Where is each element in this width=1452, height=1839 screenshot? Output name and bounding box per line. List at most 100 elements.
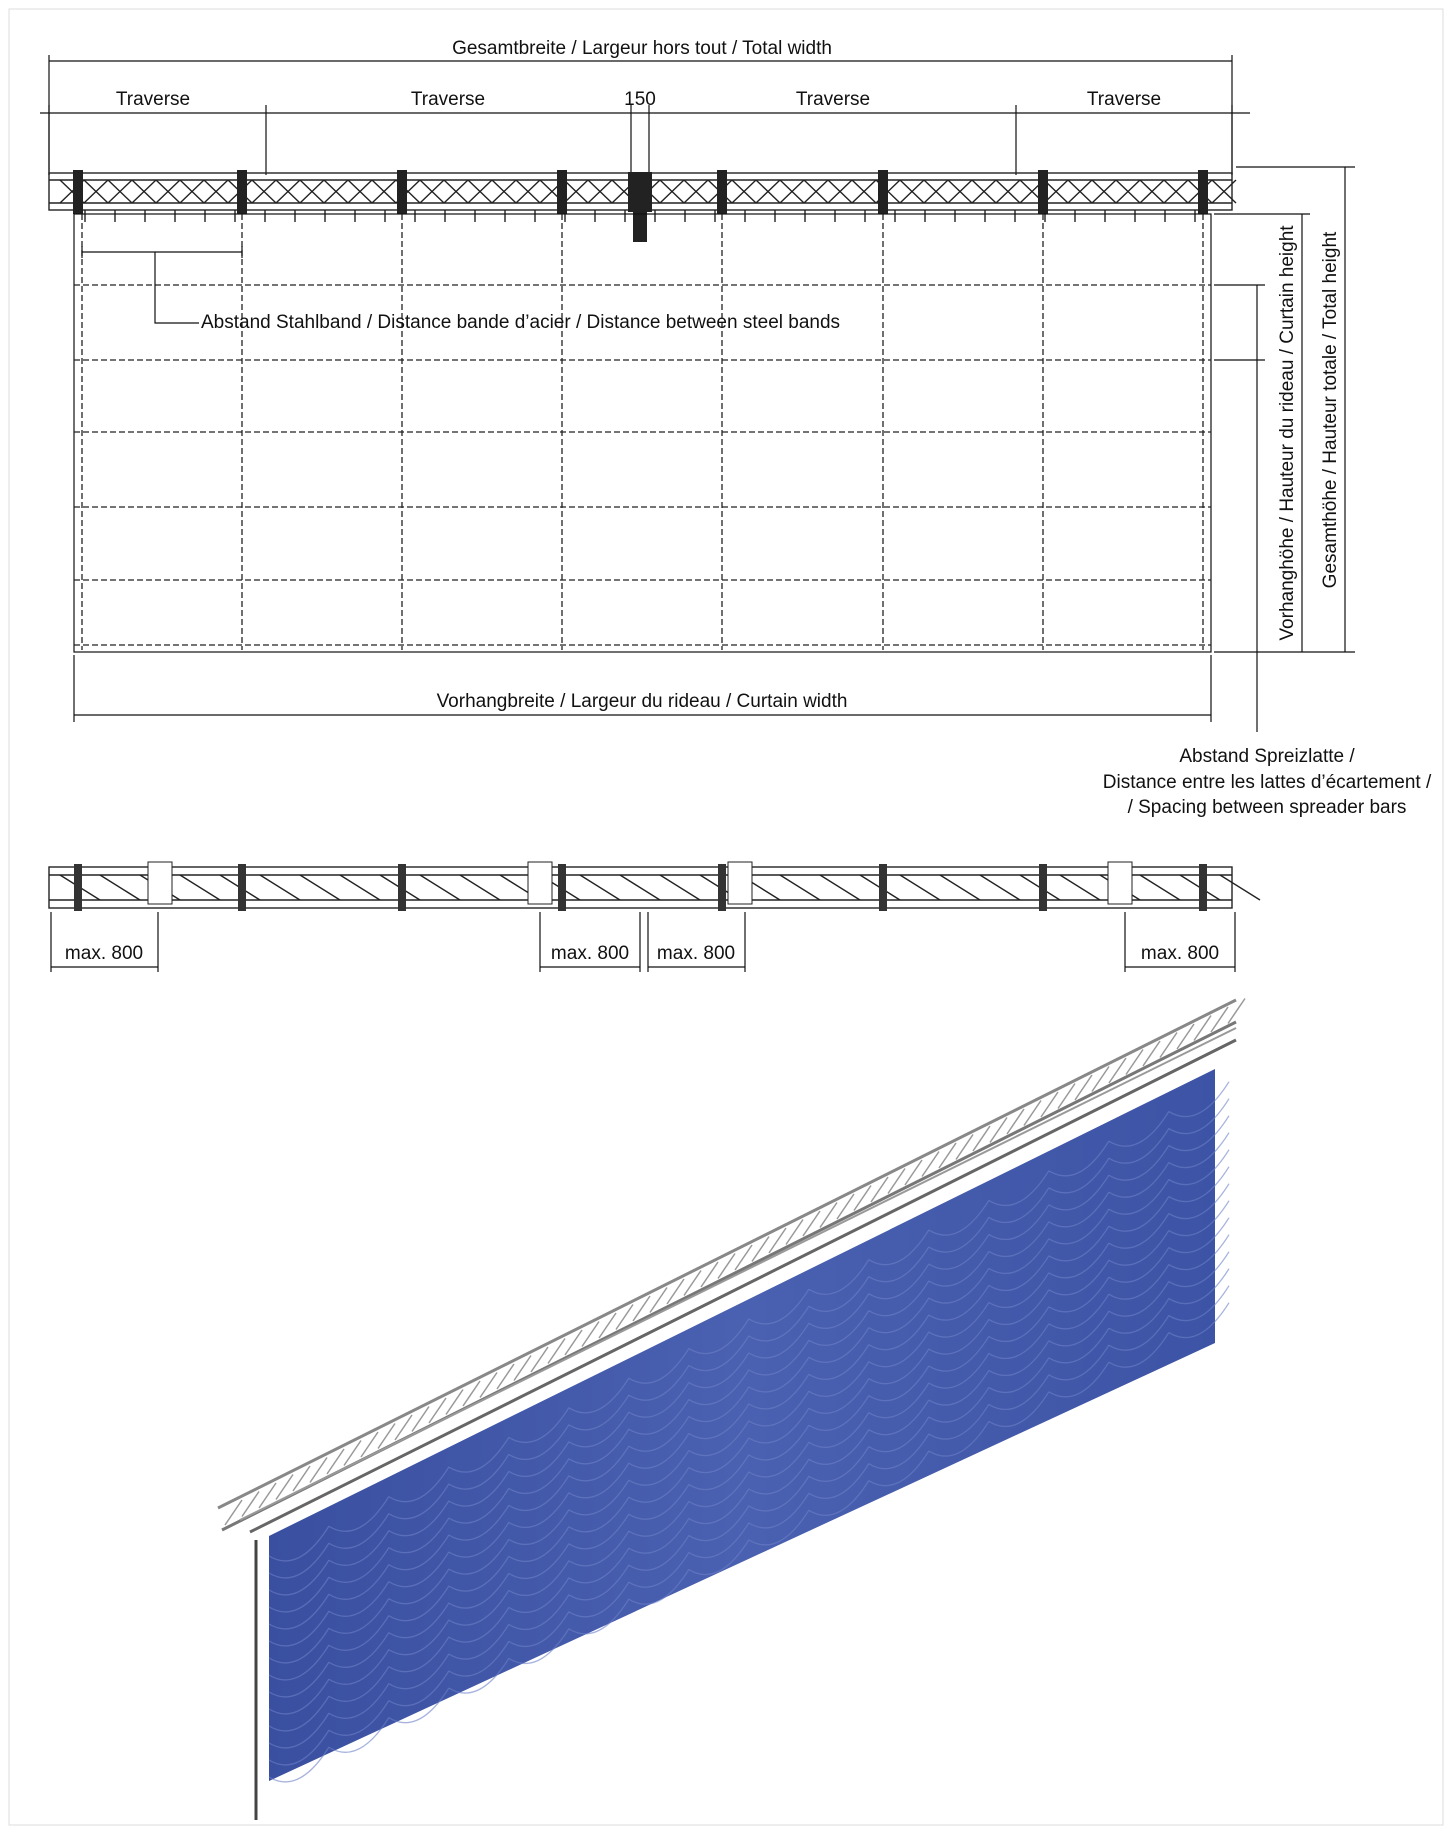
fold <box>988 1374 1050 1411</box>
fold <box>808 1259 870 1295</box>
fold <box>688 1318 750 1355</box>
truss-web <box>666 1278 685 1305</box>
fold <box>388 1636 450 1673</box>
fold <box>328 1564 390 1600</box>
fold <box>1048 1140 1110 1177</box>
fold <box>1048 1191 1110 1228</box>
fold <box>988 1391 1050 1428</box>
fold <box>1168 1115 1230 1152</box>
fold <box>988 1187 1050 1224</box>
fold <box>1048 1327 1110 1364</box>
truss-joint <box>1039 864 1047 911</box>
truss-web <box>323 179 349 204</box>
truss-3d <box>217 998 1246 1534</box>
fold <box>1048 1208 1110 1245</box>
truss-web <box>1074 1074 1093 1101</box>
truss-plan <box>48 861 1261 911</box>
fold <box>1168 1251 1230 1288</box>
fold <box>388 1653 450 1690</box>
truss-web <box>635 179 661 204</box>
fold <box>628 1364 690 1401</box>
fold <box>688 1420 750 1457</box>
fold <box>748 1424 810 1461</box>
fold <box>1108 1229 1170 1266</box>
truss-joint <box>1198 170 1208 214</box>
truss-web <box>779 874 821 901</box>
truss-web <box>1193 1015 1212 1041</box>
fold <box>1168 1098 1230 1135</box>
truss-web <box>887 1168 906 1194</box>
truss-web <box>989 1117 1008 1143</box>
truss-web <box>1057 1083 1076 1109</box>
fold <box>748 1339 810 1376</box>
curtain-outline <box>73 213 1212 653</box>
fold <box>448 1453 510 1490</box>
truss-web <box>1176 1023 1195 1050</box>
truss-web <box>779 179 805 204</box>
truss-web <box>1210 1006 1229 1033</box>
fold <box>928 1301 990 1338</box>
truss-web <box>734 1244 753 1271</box>
fold <box>1108 1127 1170 1164</box>
truss-web <box>563 179 589 204</box>
truss-web <box>275 179 301 204</box>
fold <box>268 1661 330 1698</box>
max-label: max. 800 <box>65 943 143 964</box>
spreader-label: / Spacing between spreader bars <box>1128 797 1407 818</box>
steel-band-label: Abstand Stahlband / Distance bande d’aci… <box>201 312 840 333</box>
fold <box>568 1513 630 1550</box>
fold <box>268 1678 330 1715</box>
truss-web <box>659 874 701 901</box>
fold <box>808 1276 870 1312</box>
truss-web <box>131 179 157 204</box>
truss-web <box>659 179 685 204</box>
truss-web <box>1142 1040 1161 1067</box>
fold <box>388 1585 450 1622</box>
truss-web <box>683 179 709 204</box>
fold <box>808 1310 870 1346</box>
truss-web <box>155 179 181 204</box>
truss-web <box>921 1151 940 1177</box>
fold <box>388 1466 450 1503</box>
truss-web <box>83 179 109 204</box>
fold <box>448 1640 510 1677</box>
fold <box>928 1369 990 1406</box>
fold <box>568 1598 630 1635</box>
fold <box>988 1289 1050 1326</box>
dim-line <box>1214 284 1265 732</box>
truss-web <box>802 1210 821 1237</box>
truss-web <box>377 1423 396 1449</box>
spreader-label: Distance entre les lattes d’écartement / <box>1103 772 1432 793</box>
truss-web <box>819 1202 838 1228</box>
fold <box>688 1505 750 1542</box>
fold <box>688 1488 750 1525</box>
fold <box>568 1581 630 1618</box>
fold <box>928 1335 990 1372</box>
fold <box>988 1323 1050 1360</box>
truss-web <box>258 1482 277 1509</box>
segment-label: Traverse <box>116 89 190 110</box>
fold <box>628 1500 690 1537</box>
truss-web <box>1115 179 1141 204</box>
truss-joint <box>398 864 406 911</box>
fold <box>988 1306 1050 1343</box>
truss-joint <box>558 864 566 911</box>
fold <box>928 1199 990 1236</box>
truss-web <box>598 1312 617 1339</box>
fold <box>1048 1242 1110 1279</box>
fold <box>508 1424 570 1461</box>
total-width-label: Gesamtbreite / Largeur hors tout / Total… <box>452 38 832 59</box>
fold <box>688 1522 750 1559</box>
fold <box>808 1463 870 1499</box>
fold <box>268 1525 330 1562</box>
truss-web <box>491 179 517 204</box>
curtain-width-label: Vorhangbreite / Largeur du rideau / Curt… <box>437 691 848 712</box>
fold <box>268 1576 330 1613</box>
truss-web <box>479 1372 498 1398</box>
fold <box>508 1611 570 1648</box>
segment-label: Traverse <box>411 89 485 110</box>
fold <box>1048 1259 1110 1296</box>
fold <box>748 1288 810 1325</box>
truss-web <box>443 179 469 204</box>
truss-web <box>939 874 981 901</box>
